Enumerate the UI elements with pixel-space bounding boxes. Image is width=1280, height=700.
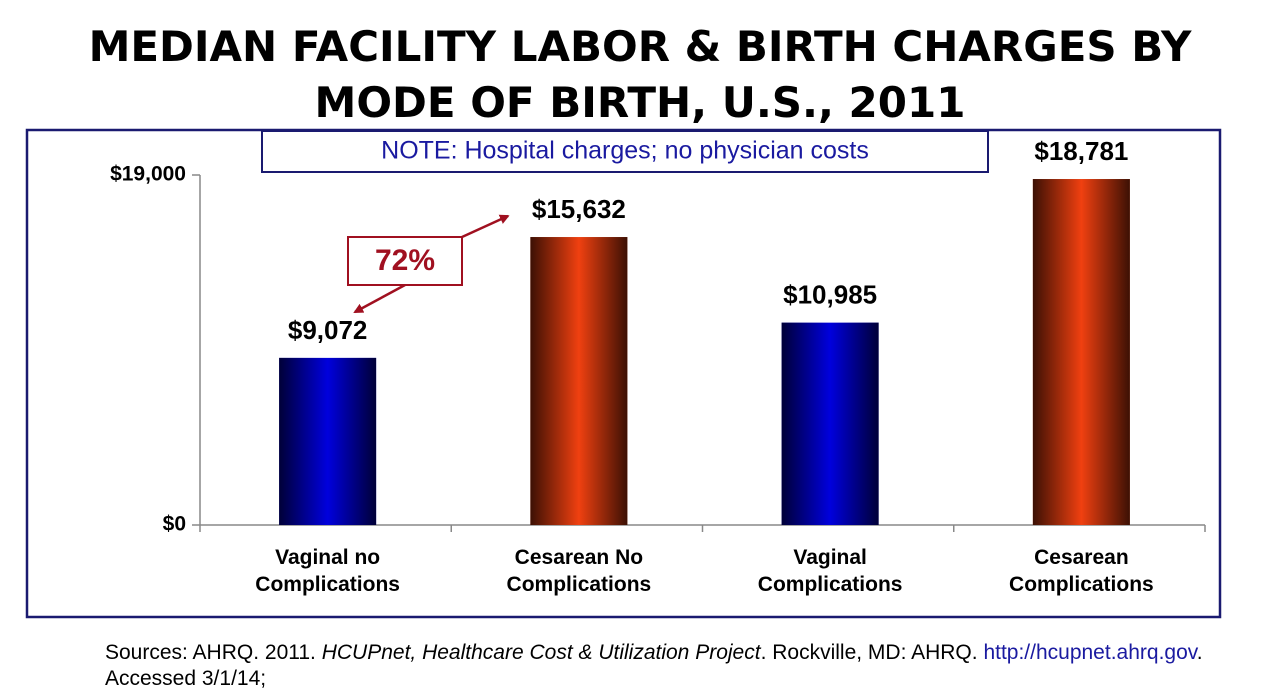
annotation-box — [347, 236, 463, 286]
y-tick-label: $19,000 — [110, 163, 186, 186]
x-tick-label: Cesarean Complications — [1009, 546, 1154, 596]
bar-shade — [1032, 179, 1130, 525]
x-tick-label: Vaginal no Complications — [255, 546, 400, 596]
chart-title: MEDIAN FACILITY LABOR & BIRTH CHARGES BY — [88, 22, 1192, 71]
sources: Sources: AHRQ. 2011. HCUPnet, Healthcare… — [105, 640, 1205, 692]
value-label: $15,632 — [532, 194, 626, 224]
bar-shade — [279, 357, 377, 525]
note: NOTE: Hospital charges; no physician cos… — [381, 137, 869, 165]
annotation: 72% — [375, 244, 435, 277]
sources-text: Sources: AHRQ. 2011. — [105, 641, 322, 664]
value-label: $10,985 — [783, 280, 877, 310]
sources-link[interactable]: http://hcupnet.ahrq.gov — [983, 641, 1197, 664]
sources-work: HCUPnet, Healthcare Cost & Utilization P… — [321, 641, 761, 664]
value-label: $18,781 — [1034, 136, 1128, 166]
bar-shade — [781, 322, 879, 525]
chart-title: MODE OF BIRTH, U.S., 2011 — [314, 78, 966, 127]
arrow — [461, 214, 510, 239]
x-tick-label: Cesarean No Complications — [506, 546, 652, 596]
arrow — [353, 283, 406, 314]
value-label: $9,072 — [288, 315, 368, 345]
x-tick-label: Vaginal Complications — [757, 546, 903, 596]
y-tick-label: $0 — [163, 513, 186, 536]
bar-shade — [530, 237, 628, 525]
note-box — [261, 130, 989, 173]
sources-text: . Rockville, MD: AHRQ. — [760, 641, 984, 664]
sources-text: . Accessed 3/1/14; — [105, 641, 1203, 690]
